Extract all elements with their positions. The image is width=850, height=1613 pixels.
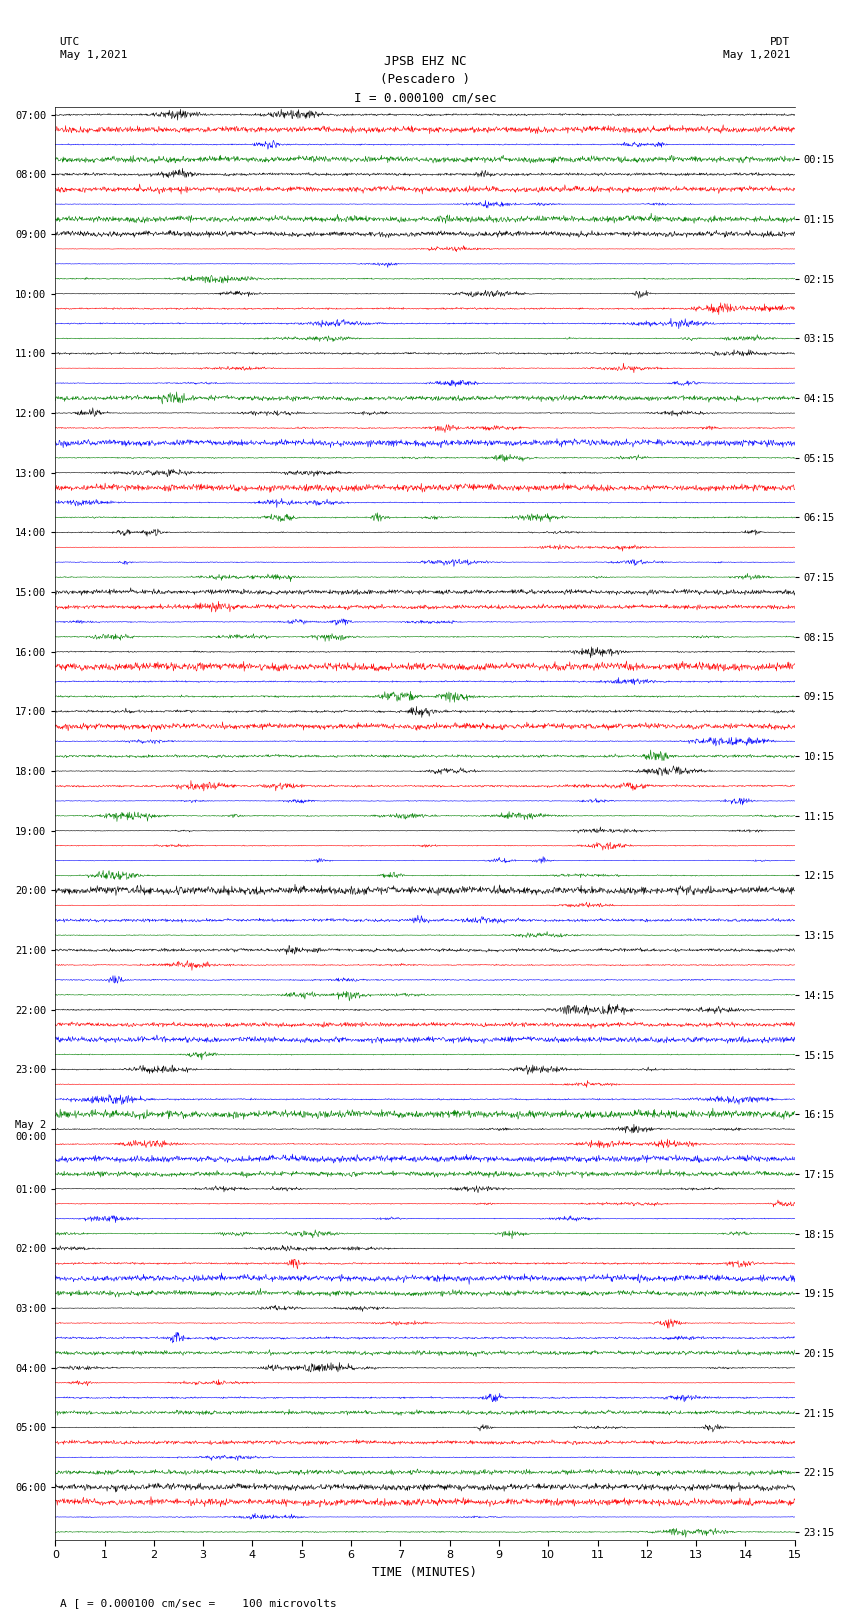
Text: UTC: UTC — [60, 37, 80, 47]
Text: A [ = 0.000100 cm/sec =    100 microvolts: A [ = 0.000100 cm/sec = 100 microvolts — [60, 1598, 337, 1608]
Text: May 1,2021: May 1,2021 — [723, 50, 791, 60]
Text: May 1,2021: May 1,2021 — [60, 50, 127, 60]
X-axis label: TIME (MINUTES): TIME (MINUTES) — [372, 1566, 478, 1579]
Title: JPSB EHZ NC
(Pescadero )
I = 0.000100 cm/sec: JPSB EHZ NC (Pescadero ) I = 0.000100 cm… — [354, 55, 496, 105]
Text: PDT: PDT — [770, 37, 790, 47]
